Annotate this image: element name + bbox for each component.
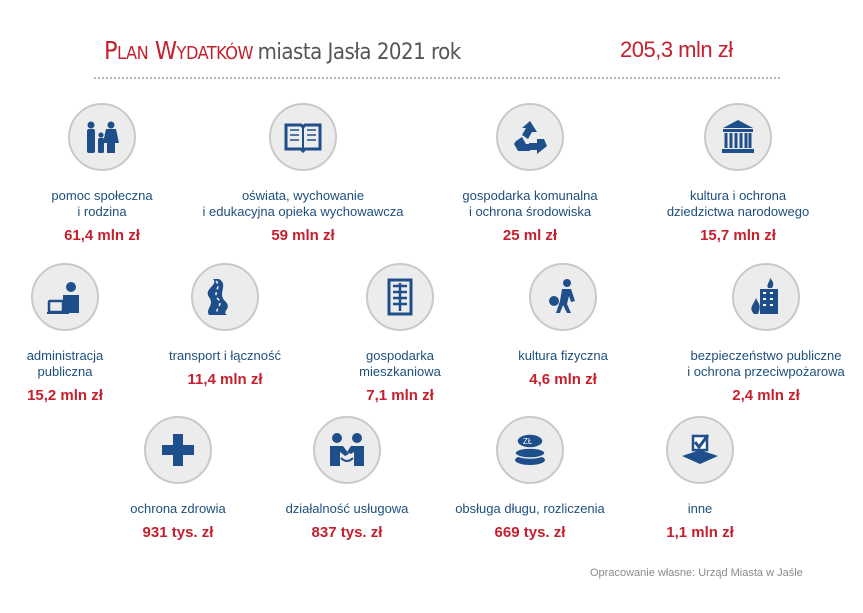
category-label: gospodarka mieszkaniowa: [359, 348, 441, 379]
svg-text:ZŁ: ZŁ: [523, 437, 533, 446]
category-item: inne 1,1 mln zł: [580, 416, 820, 541]
category-value: 1,1 mln zł: [666, 524, 734, 541]
icon-circle: [144, 416, 212, 484]
category-item: bezpieczeństwo publiczne i ochrona przec…: [646, 263, 863, 404]
icon-circle: [704, 103, 772, 171]
category-label: obsługa długu, rozliczenia: [455, 501, 605, 516]
category-value: 7,1 mln zł: [366, 387, 434, 404]
dotted-divider: [94, 77, 780, 79]
category-item: ZŁ obsługa długu, rozliczenia 669 tys. z…: [410, 416, 650, 541]
category-label: ochrona zdrowia: [130, 501, 226, 516]
icon-circle: [366, 263, 434, 331]
medical-cross-icon: [162, 434, 194, 466]
icon-circle: [666, 416, 734, 484]
category-label: inne: [687, 501, 713, 516]
category-item: oświata, wychowanie i edukacyjna opieka …: [183, 103, 423, 244]
office-worker-icon: [47, 282, 79, 314]
category-value: 837 tys. zł: [311, 524, 383, 541]
category-value: 2,4 mln zł: [732, 387, 800, 404]
icon-circle: [191, 263, 259, 331]
category-label: transport i łączność: [169, 348, 281, 363]
icon-circle: [313, 416, 381, 484]
book-icon: [284, 123, 322, 154]
category-label: oświata, wychowanie i edukacyjna opieka …: [202, 188, 404, 219]
category-item: kultura i ochrona dziedzictwa narodowego…: [618, 103, 858, 244]
source-note: Opracowanie własne: Urząd Miasta w Jaśle: [590, 567, 803, 579]
category-item: transport i łączność 11,4 mln zł: [105, 263, 345, 388]
family-icon: [87, 121, 119, 153]
coins-icon: ZŁ: [514, 433, 546, 465]
icon-circle: [529, 263, 597, 331]
category-value: 59 mln zł: [271, 227, 335, 244]
building-icon: [387, 278, 413, 316]
museum-icon: [722, 120, 754, 153]
checkbox-icon: [682, 434, 718, 464]
icon-circle: [732, 263, 800, 331]
category-label: kultura fizyczna: [518, 348, 608, 363]
category-label: pomoc społeczna i rodzina: [51, 188, 153, 219]
category-item: ochrona zdrowia 931 tys. zł: [58, 416, 298, 541]
icon-circle: [31, 263, 99, 331]
handshake-icon: [330, 433, 364, 466]
recycle-icon: [512, 121, 547, 154]
category-item: administracja publiczna 15,2 mln zł: [0, 263, 185, 404]
category-label: bezpieczeństwo publiczne i ochrona przec…: [687, 348, 845, 379]
category-value: 15,7 mln zł: [700, 227, 776, 244]
category-label: kultura i ochrona dziedzictwa narodowego: [666, 188, 810, 219]
category-value: 931 tys. zł: [142, 524, 214, 541]
title-sub: miasta Jasła 2021 rok: [257, 40, 462, 65]
category-value: 669 tys. zł: [494, 524, 566, 541]
category-item: kultura fizyczna 4,6 mln zł: [443, 263, 683, 388]
category-label: gospodarka komunalna i ochrona środowisk…: [462, 188, 598, 219]
category-item: działalność usługowa 837 tys. zł: [227, 416, 467, 541]
title-main: Plan Wydatków: [104, 36, 254, 65]
road-icon: [207, 279, 228, 315]
icon-circle: [269, 103, 337, 171]
total-amount: 205,3 mln zł: [620, 37, 733, 62]
athlete-icon: [549, 279, 575, 313]
category-item: pomoc społeczna i rodzina 61,4 mln zł: [0, 103, 222, 244]
category-value: 11,4 mln zł: [187, 371, 263, 388]
category-value: 61,4 mln zł: [64, 227, 140, 244]
icon-circle: [68, 103, 136, 171]
category-value: 15,2 mln zł: [27, 387, 103, 404]
category-item: gospodarka mieszkaniowa 7,1 mln zł: [280, 263, 520, 404]
burning-building-icon: [751, 278, 778, 314]
category-value: 4,6 mln zł: [529, 371, 597, 388]
icon-circle: ZŁ: [496, 416, 564, 484]
category-label: administracja publiczna: [26, 348, 104, 379]
category-label: działalność usługowa: [285, 501, 409, 516]
page-title: Plan Wydatków miasta Jasła 2021 rok: [104, 36, 461, 65]
category-value: 25 ml zł: [502, 227, 558, 244]
category-item: gospodarka komunalna i ochrona środowisk…: [410, 103, 650, 244]
icon-circle: [496, 103, 564, 171]
